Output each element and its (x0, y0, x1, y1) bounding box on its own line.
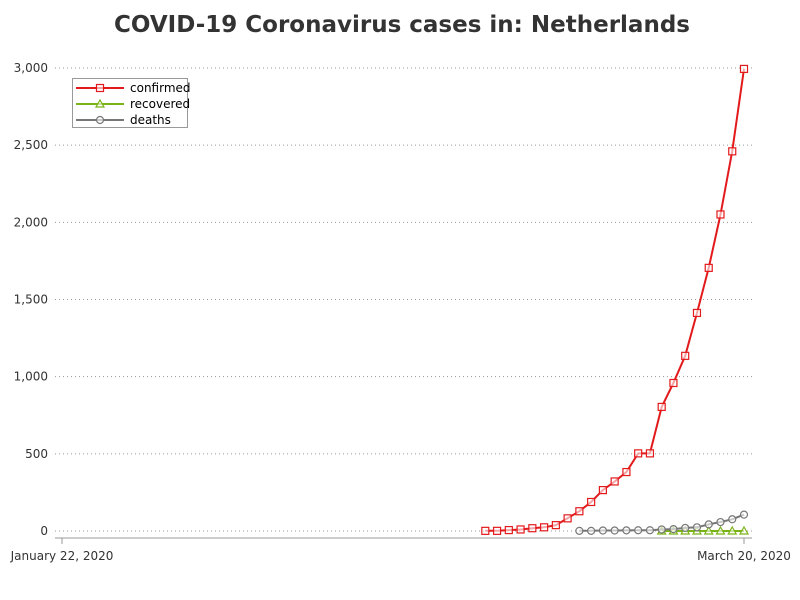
data-point (587, 497, 596, 507)
data-point (657, 402, 666, 412)
data-point (715, 525, 726, 535)
data-point (598, 526, 607, 535)
y-tick-label: 1,500 (14, 293, 48, 307)
y-tick-label: 3,000 (14, 61, 48, 75)
data-point (610, 477, 619, 486)
data-point (622, 467, 631, 477)
data-point (727, 525, 738, 535)
data-point (728, 147, 737, 156)
data-point (645, 449, 655, 458)
data-point (481, 526, 490, 535)
data-point (528, 524, 537, 533)
data-point (575, 507, 584, 516)
data-point (669, 378, 678, 388)
data-point (551, 521, 560, 530)
data-point (634, 449, 643, 458)
data-point (716, 210, 725, 219)
data-point (634, 526, 643, 535)
data-point (703, 525, 714, 535)
data-point (739, 510, 749, 519)
data-point (610, 526, 619, 535)
data-point (94, 98, 106, 108)
data-point (728, 515, 737, 524)
data-point (563, 514, 572, 523)
data-point (598, 486, 607, 495)
data-point (516, 525, 525, 534)
series (481, 64, 750, 535)
data-point (492, 526, 502, 535)
data-point (575, 526, 584, 535)
data-point (95, 115, 105, 125)
data-point (657, 525, 666, 534)
data-point (704, 263, 713, 272)
y-tick-label: 0 (40, 524, 48, 538)
chart-title: COVID-19 Coronavirus cases in: Netherlan… (114, 12, 690, 38)
data-point (622, 526, 631, 535)
legend: confirmed recovered deaths (72, 78, 191, 128)
legend-label: recovered (130, 97, 190, 111)
data-point (692, 308, 702, 318)
data-point (681, 523, 690, 533)
y-tick-label: 500 (25, 447, 48, 461)
data-point (95, 83, 105, 93)
y-tick-label: 2,500 (14, 138, 48, 152)
y-tick-label: 1,000 (14, 370, 48, 384)
data-point (716, 517, 725, 527)
data-point (738, 525, 750, 535)
data-point (704, 520, 713, 529)
x-tick-label: March 20, 2020 (697, 549, 791, 563)
data-point (540, 523, 549, 532)
data-point (504, 525, 513, 535)
x-tick-label: January 22, 2020 (10, 549, 114, 563)
series-line-confirmed (485, 68, 745, 532)
data-point (587, 526, 596, 535)
y-tick-label: 2,000 (14, 215, 48, 229)
legend-label: confirmed (130, 81, 191, 95)
data-point (692, 523, 702, 532)
legend-label: deaths (130, 113, 171, 127)
axes: 0 500 1,000 1,500 2,000 2,500 3,000 January 22,… (10, 61, 791, 563)
data-point (739, 64, 749, 74)
data-point (669, 525, 678, 534)
grid (55, 67, 752, 532)
data-point (681, 351, 690, 360)
data-point (645, 526, 655, 535)
